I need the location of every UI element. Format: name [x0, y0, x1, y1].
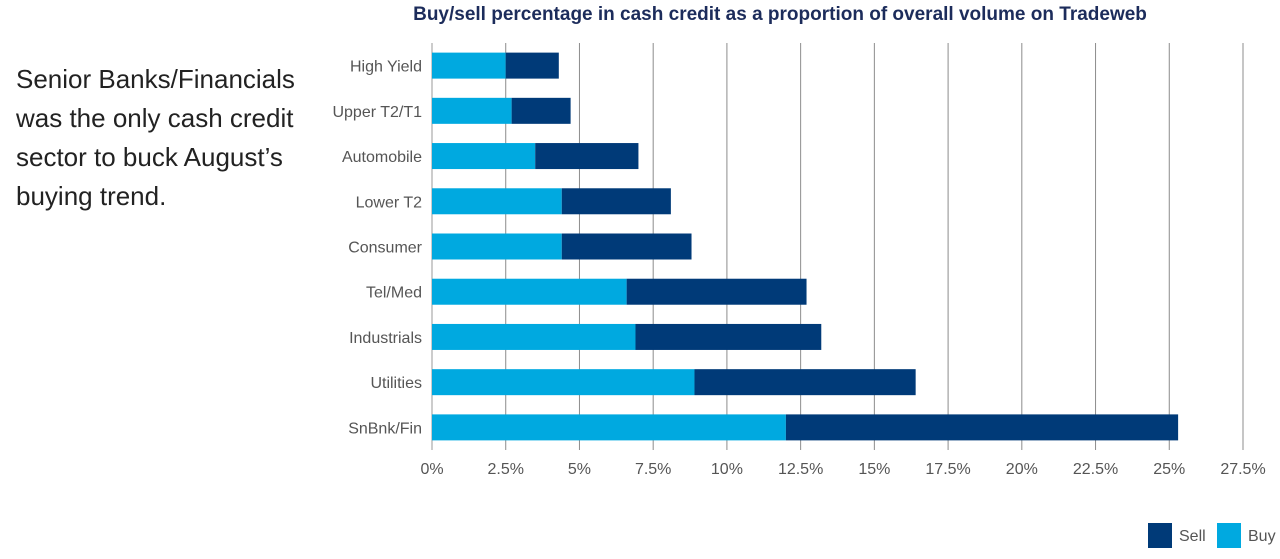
legend: Sell Buy — [1148, 523, 1276, 548]
category-labels: High Yield Upper T2/T1 Automobile Lower T2 C… — [332, 59, 422, 438]
bar-sell — [626, 278, 807, 305]
legend-swatch-sell — [1148, 523, 1172, 548]
legend-swatch-buy — [1217, 523, 1241, 548]
legend-label-buy: Buy — [1248, 528, 1276, 545]
bar-buy — [432, 278, 627, 305]
category-label: High Yield — [350, 59, 422, 76]
chart-title: Buy/sell percentage in cash credit as a … — [413, 4, 1147, 25]
category-label: Lower T2 — [356, 194, 423, 211]
x-tick-label: 0% — [420, 461, 443, 478]
category-label: Automobile — [342, 149, 422, 166]
x-tick-label: 20% — [1006, 461, 1038, 478]
x-tick-label: 25% — [1153, 461, 1185, 478]
category-label: Upper T2/T1 — [332, 104, 422, 121]
bar-sell — [694, 369, 916, 396]
x-tick-label: 15% — [858, 461, 890, 478]
x-tick-label: 7.5% — [635, 461, 671, 478]
bar-buy — [432, 414, 786, 441]
x-tick-label: 12.5% — [778, 461, 823, 478]
x-tick-label: 22.5% — [1073, 461, 1118, 478]
category-label: Tel/Med — [366, 285, 422, 302]
category-label: SnBnk/Fin — [348, 420, 422, 437]
bar-sell — [505, 52, 559, 79]
bar-buy — [432, 143, 536, 170]
bar-buy — [432, 323, 636, 350]
x-tick-label: 2.5% — [487, 461, 523, 478]
bar-sell — [635, 323, 822, 350]
bar-buy — [432, 52, 506, 79]
bars — [432, 52, 1179, 441]
bar-buy — [432, 97, 512, 124]
x-tick-labels: 0% 2.5% 5% 7.5% 10% 12.5% 15% 17.5% 20% 22.5% 25% 2… — [420, 461, 1265, 478]
category-label: Utilities — [370, 375, 422, 392]
bar-sell — [785, 414, 1179, 441]
x-tick-label: 10% — [711, 461, 743, 478]
bar-sell — [535, 143, 639, 170]
bar-sell — [561, 188, 671, 215]
bar-buy — [432, 233, 562, 260]
category-label: Consumer — [348, 240, 422, 257]
bar-buy — [432, 188, 562, 215]
x-tick-label: 17.5% — [925, 461, 970, 478]
x-tick-label: 5% — [568, 461, 591, 478]
legend-label-sell: Sell — [1179, 528, 1206, 545]
category-label: Industrials — [349, 330, 422, 347]
side-note: Senior Banks/Financials was the only cas… — [16, 64, 295, 211]
x-tick-label: 27.5% — [1220, 461, 1265, 478]
bar-sell — [561, 233, 692, 260]
bar-buy — [432, 369, 695, 396]
bar-sell — [511, 97, 571, 124]
